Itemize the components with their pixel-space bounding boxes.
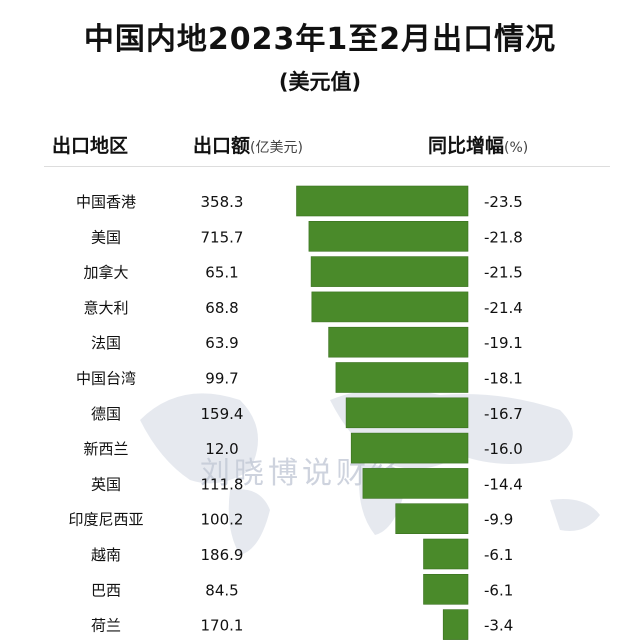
yoy-value-label: -3.4 bbox=[484, 617, 513, 635]
region-label: 中国台湾 bbox=[76, 370, 136, 388]
bar bbox=[308, 221, 469, 252]
bar bbox=[423, 538, 469, 570]
region-label: 德国 bbox=[91, 405, 121, 423]
yoy-value-label: -21.4 bbox=[484, 299, 523, 317]
export-value-label: 358.3 bbox=[201, 193, 244, 211]
bar bbox=[335, 362, 469, 393]
column-header-export-unit: (亿美元) bbox=[250, 140, 303, 156]
column-header-yoy-label: 同比增幅 bbox=[428, 135, 505, 157]
bar bbox=[395, 503, 469, 535]
header-divider bbox=[44, 166, 610, 167]
export-value-label: 99.7 bbox=[205, 370, 238, 388]
column-header-yoy: 同比增幅(%) bbox=[428, 131, 528, 158]
column-header-yoy-unit: (%) bbox=[504, 140, 529, 156]
bar bbox=[423, 573, 469, 605]
yoy-value-label: -21.8 bbox=[484, 228, 523, 246]
export-value-label: 84.5 bbox=[205, 581, 238, 599]
bar bbox=[310, 256, 469, 287]
region-label: 印度尼西亚 bbox=[68, 511, 143, 529]
bar bbox=[350, 432, 469, 464]
column-header-export-label: 出口额 bbox=[193, 135, 251, 157]
region-label: 意大利 bbox=[83, 299, 128, 317]
yoy-value-label: -9.9 bbox=[484, 511, 513, 529]
bar bbox=[345, 397, 469, 429]
region-label: 荷兰 bbox=[91, 617, 121, 635]
export-value-label: 170.1 bbox=[201, 617, 244, 635]
export-value-label: 63.9 bbox=[205, 334, 238, 352]
column-header-region: 出口地区 bbox=[52, 131, 128, 158]
export-value-label: 65.1 bbox=[205, 264, 238, 282]
column-header-region-label: 出口地区 bbox=[52, 135, 129, 157]
yoy-value-label: -16.7 bbox=[484, 405, 523, 423]
yoy-value-label: -21.5 bbox=[484, 264, 523, 282]
bar bbox=[328, 326, 469, 358]
region-label: 新西兰 bbox=[83, 440, 128, 458]
yoy-value-label: -16.0 bbox=[484, 440, 523, 458]
export-value-label: 715.7 bbox=[201, 228, 244, 246]
bar bbox=[362, 468, 469, 499]
chart-subtitle: (美元值) bbox=[278, 70, 362, 94]
yoy-value-label: -19.1 bbox=[484, 334, 523, 352]
export-value-label: 186.9 bbox=[201, 546, 244, 564]
yoy-value-label: -18.1 bbox=[484, 370, 523, 388]
yoy-value-label: -6.1 bbox=[484, 581, 513, 599]
yoy-value-label: -23.5 bbox=[484, 193, 523, 211]
region-label: 巴西 bbox=[91, 581, 121, 599]
export-value-label: 159.4 bbox=[201, 405, 244, 423]
yoy-value-label: -6.1 bbox=[484, 546, 513, 564]
region-label: 英国 bbox=[91, 475, 121, 493]
column-header-export: 出口额(亿美元) bbox=[193, 131, 303, 158]
region-label: 加拿大 bbox=[83, 264, 128, 282]
bar bbox=[311, 291, 469, 323]
bar bbox=[296, 185, 469, 217]
export-value-label: 111.8 bbox=[201, 475, 244, 493]
export-value-label: 12.0 bbox=[205, 440, 238, 458]
export-value-label: 100.2 bbox=[201, 511, 244, 529]
region-label: 法国 bbox=[91, 334, 121, 352]
export-value-label: 68.8 bbox=[205, 299, 238, 317]
chart-title: 中国内地2023年1至2月出口情况 bbox=[83, 22, 557, 57]
region-label: 中国香港 bbox=[76, 193, 136, 211]
bar bbox=[442, 609, 469, 640]
yoy-value-label: -14.4 bbox=[484, 475, 523, 493]
region-label: 越南 bbox=[91, 546, 121, 564]
region-label: 美国 bbox=[91, 228, 121, 246]
